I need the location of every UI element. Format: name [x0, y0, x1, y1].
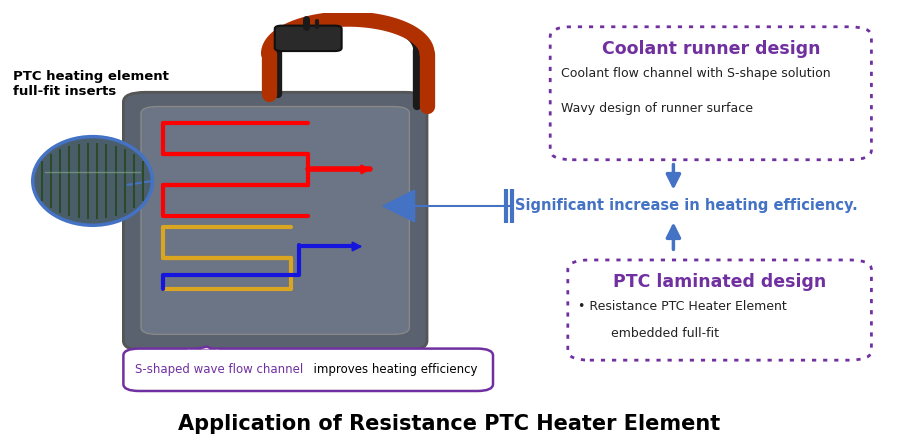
FancyBboxPatch shape: [550, 27, 871, 160]
Text: S-shaped wave flow channel: S-shaped wave flow channel: [135, 363, 304, 376]
Text: Wavy design of runner surface: Wavy design of runner surface: [560, 102, 753, 115]
Text: Coolant flow channel with S-shape solution: Coolant flow channel with S-shape soluti…: [560, 67, 831, 80]
Ellipse shape: [32, 136, 153, 225]
Polygon shape: [189, 347, 216, 350]
Text: Application of Resistance PTC Heater Element: Application of Resistance PTC Heater Ele…: [178, 414, 720, 434]
Text: PTC laminated design: PTC laminated design: [613, 273, 826, 291]
Text: improves heating efficiency: improves heating efficiency: [306, 363, 478, 376]
FancyBboxPatch shape: [141, 107, 409, 334]
Text: PTC heating element
full-fit inserts: PTC heating element full-fit inserts: [13, 70, 169, 98]
Text: Significant increase in heating efficiency.: Significant increase in heating efficien…: [515, 198, 858, 214]
FancyBboxPatch shape: [123, 349, 493, 391]
FancyBboxPatch shape: [568, 260, 871, 360]
Text: embedded full-fit: embedded full-fit: [599, 327, 718, 340]
FancyBboxPatch shape: [275, 26, 341, 51]
Text: • Resistance PTC Heater Element: • Resistance PTC Heater Element: [578, 300, 788, 313]
FancyBboxPatch shape: [123, 92, 427, 350]
Text: Coolant runner design: Coolant runner design: [602, 40, 820, 58]
